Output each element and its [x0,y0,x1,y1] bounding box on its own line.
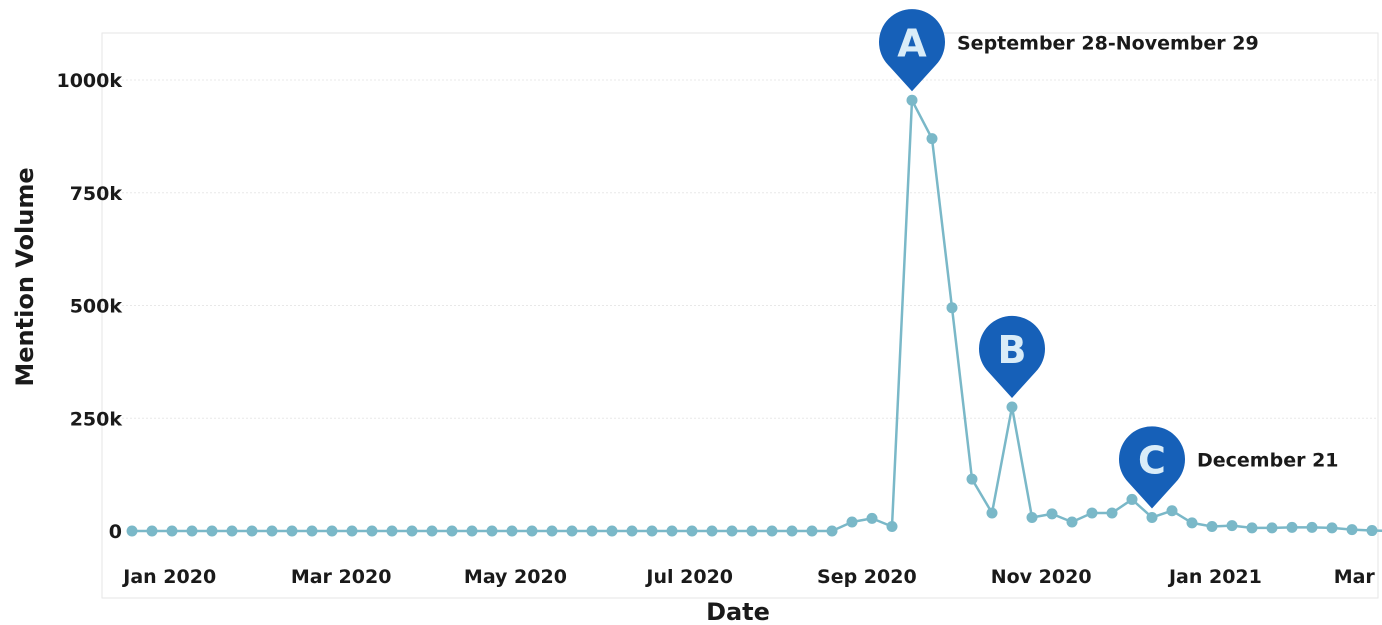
x-tick-label: Sep 2020 [817,566,917,588]
data-point [146,525,158,537]
data-point [186,525,198,537]
x-tick-label: Jan 2021 [1167,566,1262,588]
data-point [1146,511,1158,523]
data-point [1206,520,1218,532]
data-point [246,525,258,537]
data-point [886,520,898,532]
data-point [666,525,678,537]
data-point [326,525,338,537]
y-tick-label: 250k [70,408,123,430]
data-point [806,525,818,537]
data-point [306,525,318,537]
x-tick-label: Jul 2020 [644,566,733,588]
data-point [786,525,798,537]
x-axis-title: Date [706,598,770,625]
x-tick-label: Nov 2020 [991,566,1092,588]
data-point [646,525,658,537]
x-tick-label: Mar 2020 [291,566,392,588]
data-point [946,302,958,314]
data-point [1166,505,1178,517]
marker-pin-icon [979,315,1045,398]
data-point [1006,401,1018,413]
x-tick-labels: Jan 2020 Mar 2020 May 2020 Jul 2020 Sep 2020… [121,566,1382,588]
data-point [1366,525,1378,537]
data-point [1086,507,1098,519]
data-point [1066,516,1078,528]
marker-letter: B [998,328,1027,372]
grid-lines [102,79,1378,419]
data-point [426,525,438,537]
data-point [286,525,298,537]
data-point [206,525,218,537]
data-point [406,525,418,537]
x-tick-label: Mar 2021 [1334,566,1382,588]
data-point [1026,511,1038,523]
data-point [866,512,878,524]
data-point [826,525,838,537]
data-point [966,473,978,485]
data-point [1226,520,1238,532]
annotation-marker-c: C December 21 [1119,426,1339,509]
x-tick-label: May 2020 [464,566,567,588]
data-point [726,525,738,537]
y-tick-label: 750k [70,183,123,205]
data-point [226,525,238,537]
data-point [606,525,618,537]
data-point [1306,521,1318,533]
marker-letter: A [897,21,927,65]
y-axis-title: Mention Volume [11,167,39,386]
marker-pin-icon [1119,426,1185,509]
data-point [486,525,498,537]
data-point [386,525,398,537]
data-points [126,94,1378,537]
annotation-marker-b: B [979,315,1045,398]
data-point [546,525,558,537]
data-point [1046,508,1058,520]
data-point [566,525,578,537]
data-point [626,525,638,537]
data-point [846,516,858,528]
data-point [1266,522,1278,534]
data-point [366,525,378,537]
data-point [586,525,598,537]
data-point [766,525,778,537]
y-tick-label: 1000k [56,70,122,92]
data-point [1186,517,1198,529]
y-tick-labels: 0 250k 500k 750k 1000k [56,70,122,543]
data-point [986,507,998,519]
data-point [346,525,358,537]
data-point [446,525,458,537]
data-point [266,525,278,537]
data-point [746,525,758,537]
data-point [1246,522,1258,534]
marker-letter: C [1138,438,1166,482]
annotation-label: September 28-November 29 [957,32,1259,54]
annotation-label: December 21 [1197,449,1339,471]
data-point [706,525,718,537]
data-point [1286,521,1298,533]
data-point [166,525,178,537]
data-point [926,133,938,145]
marker-pin-icon [878,9,945,92]
plot-area [101,32,1379,599]
annotation-marker-a: A September 28-November 29 [878,9,1259,92]
x-tick-label: Jan 2020 [121,566,216,588]
y-tick-label: 0 [109,521,122,543]
data-point [1346,524,1358,536]
y-tick-label: 500k [70,296,123,318]
data-point [1326,522,1338,534]
data-point [1126,493,1138,505]
data-point [526,525,538,537]
annotation-markers: A September 28-November 29 B C December 21 [878,9,1339,509]
data-point [906,94,918,106]
data-point [1106,507,1118,519]
data-point [506,525,518,537]
data-point [466,525,478,537]
data-point [686,525,698,537]
data-point [126,525,138,537]
